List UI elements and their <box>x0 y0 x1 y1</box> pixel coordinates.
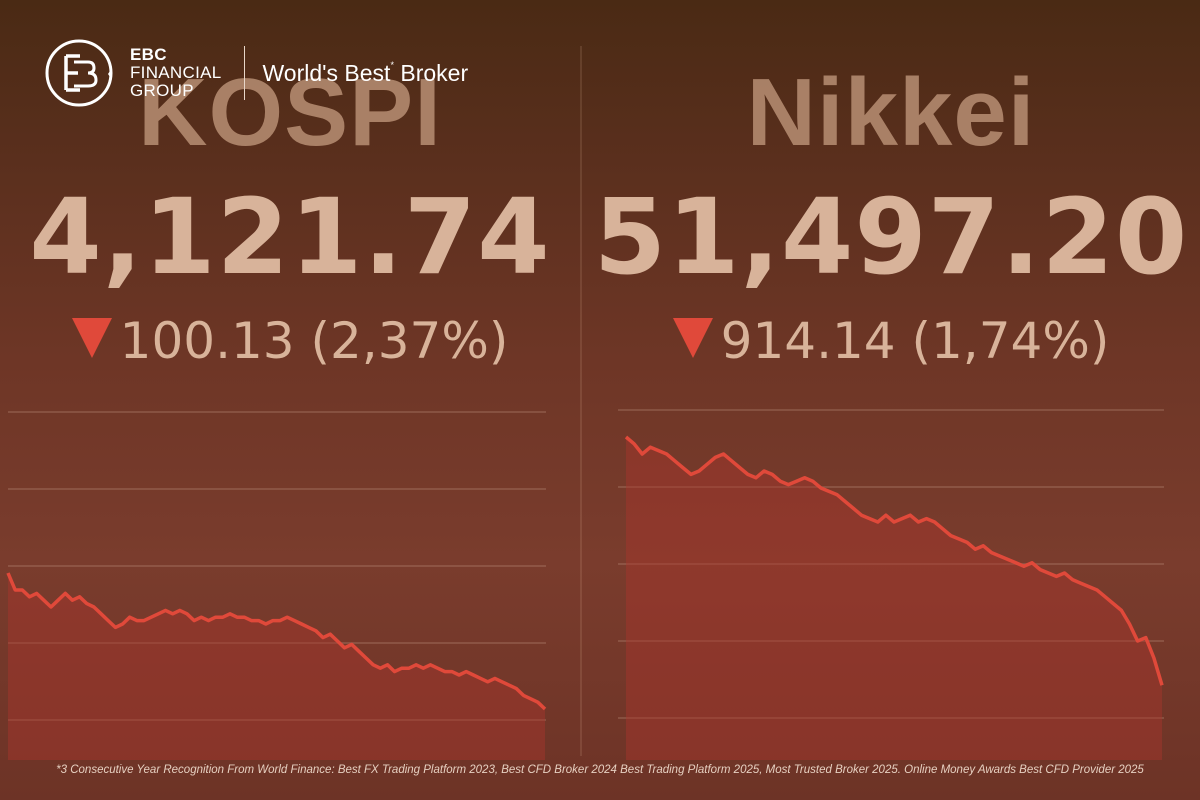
down-arrow-icon <box>672 318 713 358</box>
down-arrow-icon <box>71 318 112 358</box>
ebc-logo-icon <box>45 39 113 107</box>
brand-line-1: EBC <box>130 45 167 64</box>
kospi-panel: KOSPI 4,121.74 100.13 (2,37%) <box>0 0 580 760</box>
brand-divider <box>243 46 245 100</box>
index-value: 51,497.20 <box>593 176 1189 298</box>
index-name: Nikkei <box>746 59 1036 166</box>
panel-divider <box>580 46 582 756</box>
change-text: 914.14 (1,74%) <box>720 312 1110 370</box>
series-line <box>6 572 547 711</box>
brand-logo: EBC FINANCIAL GROUP World's Best* Broker <box>44 38 468 108</box>
kospi-chart <box>6 411 547 760</box>
brand-line-3: GROUP <box>130 81 194 100</box>
area-fill <box>626 437 1162 760</box>
series-line <box>624 435 1164 686</box>
brand-name: EBC FINANCIAL GROUP <box>130 46 222 100</box>
change-text: 100.13 (2,37%) <box>119 312 509 370</box>
footnote: *3 Consecutive Year Recognition From Wor… <box>56 764 1144 776</box>
index-change: 914.14 (1,74%) <box>582 312 1200 370</box>
nikkei-panel: Nikkei 51,497.20 914.14 (1,74%) <box>582 0 1200 760</box>
index-name: KOSPI <box>138 59 442 166</box>
index-value: 4,121.74 <box>29 176 551 298</box>
tagline-end: Broker <box>393 59 469 86</box>
nikkei-chart <box>618 409 1164 760</box>
tagline-text: World's Best <box>262 59 391 86</box>
area-fill <box>8 573 545 760</box>
brand-line-2: FINANCIAL <box>130 63 222 82</box>
tagline-asterisk: * <box>390 59 394 70</box>
brand-tagline: World's Best* Broker <box>263 60 469 87</box>
index-change: 100.13 (2,37%) <box>0 312 580 370</box>
